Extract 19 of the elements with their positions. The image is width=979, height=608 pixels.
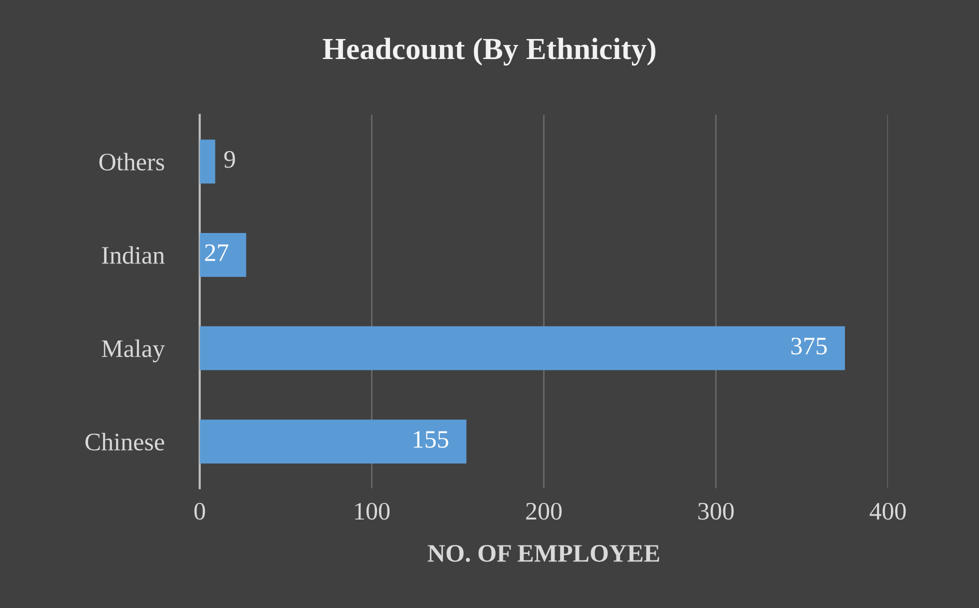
chart-title: Headcount (By Ethnicity) bbox=[322, 38, 656, 66]
bar bbox=[200, 232, 246, 277]
x-tick-label: 400 bbox=[870, 502, 906, 520]
data-label: 27 bbox=[205, 244, 228, 261]
bar bbox=[200, 140, 216, 184]
x-axis-title: NO. OF EMPLOYEE bbox=[428, 545, 660, 562]
data-label: 375 bbox=[791, 338, 827, 354]
x-tick-label: 300 bbox=[698, 502, 734, 520]
data-label: 155 bbox=[414, 431, 448, 448]
x-tick-label: 0 bbox=[194, 502, 206, 520]
data-label: 9 bbox=[224, 151, 235, 168]
x-tick-label: 200 bbox=[526, 502, 562, 520]
y-tick-label: Others bbox=[99, 152, 164, 170]
y-tick-label: Malay bbox=[102, 340, 165, 362]
y-tick-label: Chinese bbox=[85, 432, 164, 450]
y-tick-label: Indian bbox=[102, 246, 165, 264]
x-tick-label: 100 bbox=[355, 502, 390, 520]
bar bbox=[200, 420, 466, 464]
bar bbox=[200, 326, 845, 370]
